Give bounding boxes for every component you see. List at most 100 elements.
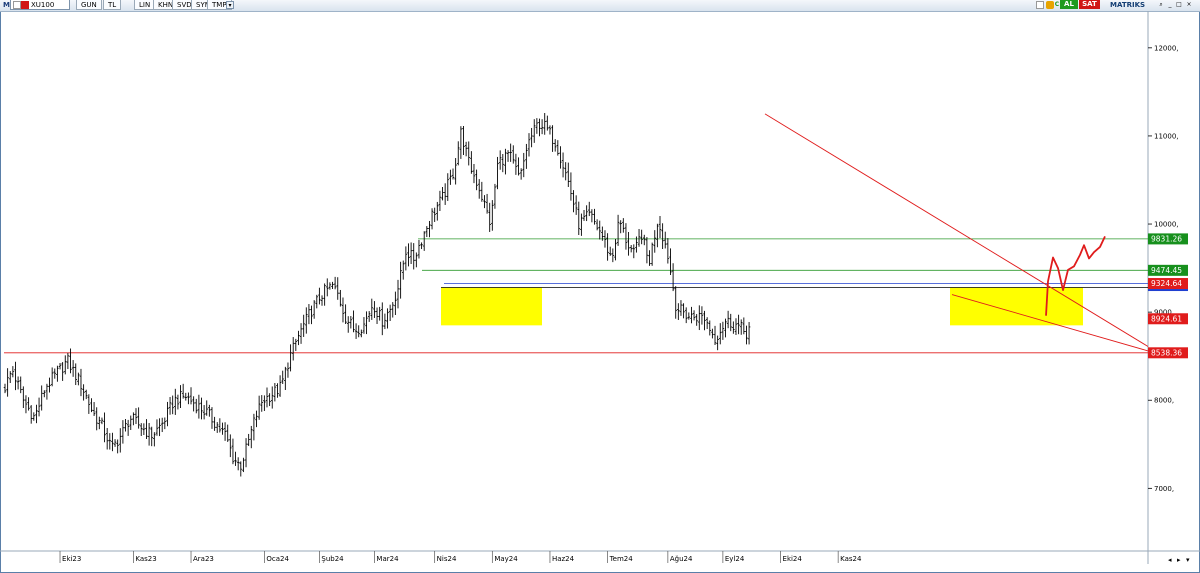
price-bar: [50, 367, 54, 387]
settings-icon[interactable]: [1036, 1, 1044, 9]
price-bar: [635, 236, 638, 253]
price-bar: [705, 317, 709, 330]
price-bar: [546, 115, 549, 131]
price-tag: 8924.61: [1148, 313, 1188, 325]
price-bar: [514, 153, 518, 175]
trendline-downtrend: [764, 113, 1149, 347]
x-tick-label: Eyl24: [725, 555, 745, 563]
x-tick-label: May24: [494, 555, 518, 563]
price-bar: [121, 420, 125, 444]
price-bar: [278, 375, 282, 397]
price-bar: [111, 432, 114, 452]
price-bar: [22, 386, 25, 409]
price-bar: [168, 396, 172, 415]
price-bar: [221, 422, 224, 435]
price-bar: [394, 291, 397, 315]
sell-button[interactable]: SAT: [1079, 0, 1100, 9]
price-bar: [703, 310, 706, 331]
price-bar: [729, 313, 733, 332]
price-bar: [530, 127, 533, 148]
price-tag-bg: [1148, 347, 1188, 359]
price-bar: [360, 329, 363, 338]
price-bar: [732, 321, 735, 334]
price-bar: [582, 209, 586, 221]
price-bar: [543, 113, 547, 135]
price-bar: [40, 385, 43, 411]
minimize-icon[interactable]: _: [1168, 1, 1172, 8]
price-bar: [527, 133, 531, 157]
price-bar: [462, 126, 465, 156]
search-icon[interactable]: ⌕: [1159, 1, 1163, 8]
dropdown-arrow-icon[interactable]: ▾: [226, 1, 234, 9]
scroll-arrow-icon[interactable]: ◂: [1168, 556, 1172, 564]
price-bar: [580, 213, 583, 236]
price-bar: [378, 306, 381, 321]
price-bar: [671, 263, 675, 292]
price-bar: [325, 278, 329, 297]
y-tick-label: 10000,: [1154, 221, 1179, 229]
price-bar: [653, 230, 657, 253]
price-bar: [19, 376, 23, 394]
scroll-arrow-icon[interactable]: ▾: [1186, 556, 1190, 564]
x-tick-label: Haz24: [552, 555, 575, 563]
price-bar: [150, 426, 154, 447]
price-bar: [331, 281, 334, 289]
maximize-icon[interactable]: □: [1176, 1, 1182, 8]
chart-scroll-controls[interactable]: ◂ ▸ ▾: [1168, 556, 1190, 564]
price-bar: [77, 372, 80, 386]
x-tick-label: Şub24: [321, 555, 344, 563]
price-bar: [184, 392, 188, 401]
price-bar: [252, 413, 256, 441]
price-bar: [105, 428, 109, 450]
scroll-arrow-icon[interactable]: ▸: [1177, 556, 1181, 564]
price-bar: [532, 119, 536, 143]
refresh-icon[interactable]: C: [1054, 1, 1060, 8]
price-bar: [333, 276, 337, 290]
price-bar: [263, 395, 266, 411]
currency-button[interactable]: TL: [103, 0, 122, 10]
price-bar: [493, 183, 497, 209]
price-bar: [32, 412, 36, 421]
price-bar: [412, 243, 416, 270]
price-bar: [645, 237, 649, 264]
price-bar: [234, 451, 237, 466]
x-tick-label: Ağu24: [670, 555, 693, 563]
price-bar: [35, 404, 38, 424]
price-bar: [624, 223, 628, 250]
price-bar: [346, 316, 350, 333]
lock-icon[interactable]: [1046, 1, 1054, 9]
price-bar: [90, 398, 93, 413]
price-bar: [467, 141, 471, 166]
price-bar: [129, 415, 133, 430]
price-bar: [82, 384, 85, 401]
price-bar: [63, 355, 67, 375]
price-tag-label: 9324.64: [1151, 279, 1182, 288]
price-bar: [475, 169, 478, 191]
price-bar: [559, 146, 562, 169]
price-bar: [593, 208, 596, 225]
price-bar: [69, 348, 72, 374]
price-bar: [373, 301, 376, 318]
price-bar: [538, 118, 541, 137]
price-bar: [98, 416, 101, 430]
period-button[interactable]: GUN: [76, 0, 102, 10]
y-tick-label: 9000,: [1154, 309, 1174, 317]
buy-button[interactable]: AL: [1060, 0, 1078, 9]
price-bar: [194, 398, 198, 414]
x-tick-label: Eki24: [783, 555, 803, 563]
price-tag: 9831.26: [1148, 233, 1188, 245]
x-tick-label: Oca24: [266, 555, 289, 563]
price-bar: [307, 304, 311, 325]
price-bar: [614, 238, 617, 261]
price-bar: [100, 417, 104, 425]
price-bar: [53, 368, 57, 379]
price-bar: [517, 157, 520, 176]
close-icon[interactable]: ×: [1186, 1, 1192, 8]
price-chart[interactable]: 12000, 11000, 10000, 9000, 8000, 7000, Eki23 K…: [0, 11, 1200, 573]
price-bar: [155, 419, 159, 436]
price-bar: [231, 438, 235, 465]
y-tick-label: 11000,: [1154, 132, 1179, 140]
price-bar: [299, 323, 303, 344]
symbol-field[interactable]: XU100: [10, 0, 70, 10]
symbol-menu-icon[interactable]: [13, 1, 21, 9]
